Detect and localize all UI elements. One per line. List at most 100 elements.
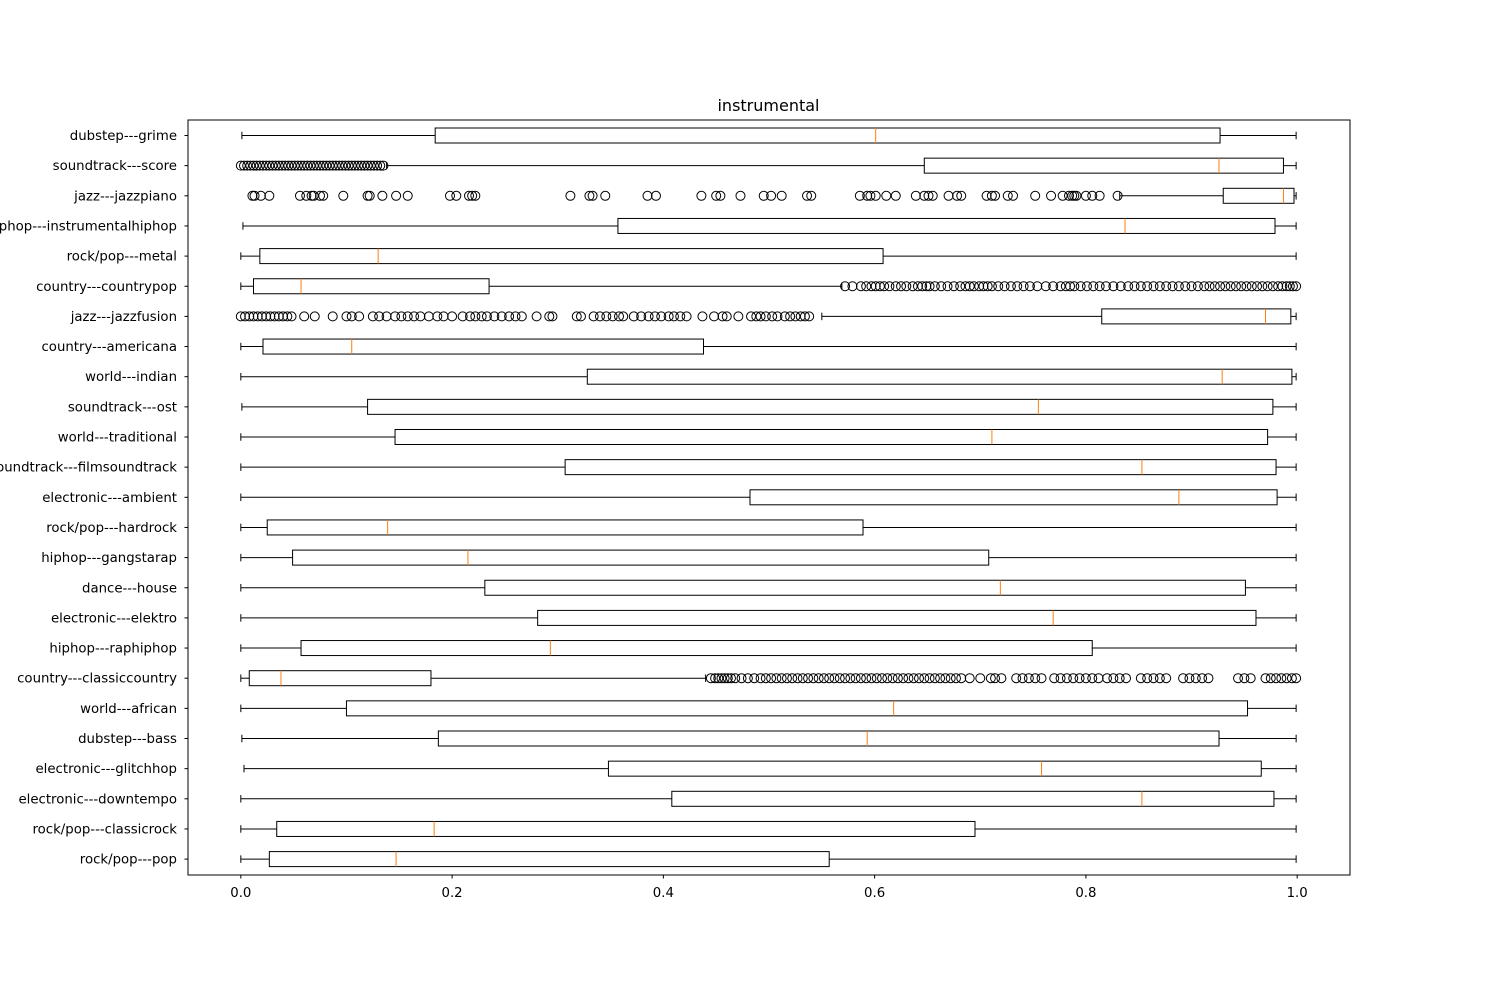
flier-point [975,673,986,684]
flier-point [636,311,647,322]
y-tick-label: rock/pop---classicrock [32,822,177,837]
flier-point [1161,673,1172,684]
flier-point [921,281,932,292]
flier-point [354,311,365,322]
flier-point [396,311,407,322]
flier-point [710,673,721,684]
flier-point [390,311,401,322]
flier-point [368,160,379,171]
flier-point [470,311,481,322]
flier-point [656,311,667,322]
chart-title: instrumental [717,96,819,115]
flier-point [470,190,481,201]
box [607,760,1262,777]
flier-point [496,311,507,322]
flier-point [289,160,300,171]
flier-point [890,190,901,201]
flier-point [1233,673,1244,684]
flier-point [1154,281,1165,292]
flier-point [1088,281,1099,292]
flier-point [516,311,527,322]
flier-point [377,190,388,201]
flier-point [892,673,903,684]
flier-point [716,673,727,684]
flier-point [286,311,297,322]
box-group [240,459,1297,476]
flier-point [865,190,876,201]
flier-point [996,673,1007,684]
flier-point [910,190,921,201]
flier-point [725,673,736,684]
flier-point [824,673,835,684]
flier-point [270,160,281,171]
flier-point [919,673,930,684]
flier-point [663,311,674,322]
flier-point [1087,673,1098,684]
flier-point [1061,673,1072,684]
flier-point [1055,673,1066,684]
flier-point [940,673,951,684]
y-tick-label: hiphop---gangstarap [41,551,177,566]
box-group [240,549,1297,566]
box-group [240,609,1297,626]
flier-point [264,190,275,201]
flier-point [1291,673,1302,684]
flier-point [1245,673,1256,684]
flier-point [840,673,851,684]
flier-point [1002,190,1013,201]
flier-point [588,311,599,322]
flier-point [929,673,940,684]
flier-point [367,311,378,322]
flier-point [964,281,975,292]
flier-point [1246,281,1257,292]
flier-point [986,281,997,292]
flier-point [945,673,956,684]
box [259,248,884,265]
flier-point [785,311,796,322]
box-group [240,670,1302,687]
flier-point [1071,190,1082,201]
flier-point [908,673,919,684]
flier-point [575,311,586,322]
flier-point [896,281,907,292]
flier-point [489,311,500,322]
flier-point [1135,673,1146,684]
flier-point [935,673,946,684]
flier-point [936,281,947,292]
flier-point [282,311,293,322]
flier-point [1284,281,1295,292]
x-tick-label: 0.0 [230,886,251,901]
flier-point [1115,281,1126,292]
x-tick-label: 0.6 [864,886,885,901]
flier-point [952,190,963,201]
box-group [240,248,1297,265]
flier-point [713,673,724,684]
box-group [240,429,1297,445]
flier-point [311,160,322,171]
flier-point [650,190,661,201]
flier-point [402,311,413,322]
box-group [240,519,1297,536]
flier-point [256,311,267,322]
flier-point [255,190,266,201]
flier-point [802,190,813,201]
flier-point [907,281,918,292]
flier-point [294,190,305,201]
y-tick-label: country---countrypop [36,280,177,295]
flier-point [374,311,385,322]
y-tick-label: country---americana [42,340,178,355]
flier-point [353,160,364,171]
flier-point [327,160,338,171]
flier-point [855,281,866,292]
flier-point [850,673,861,684]
flier-point [1087,190,1098,201]
flier-point [296,160,307,171]
flier-point [1271,673,1282,684]
flier-point [898,673,909,684]
flier-point [806,190,817,201]
flier-point [1049,673,1060,684]
flier-point [879,281,890,292]
box-group [235,157,1297,174]
flier-point [1252,281,1263,292]
flier-point [746,311,757,322]
